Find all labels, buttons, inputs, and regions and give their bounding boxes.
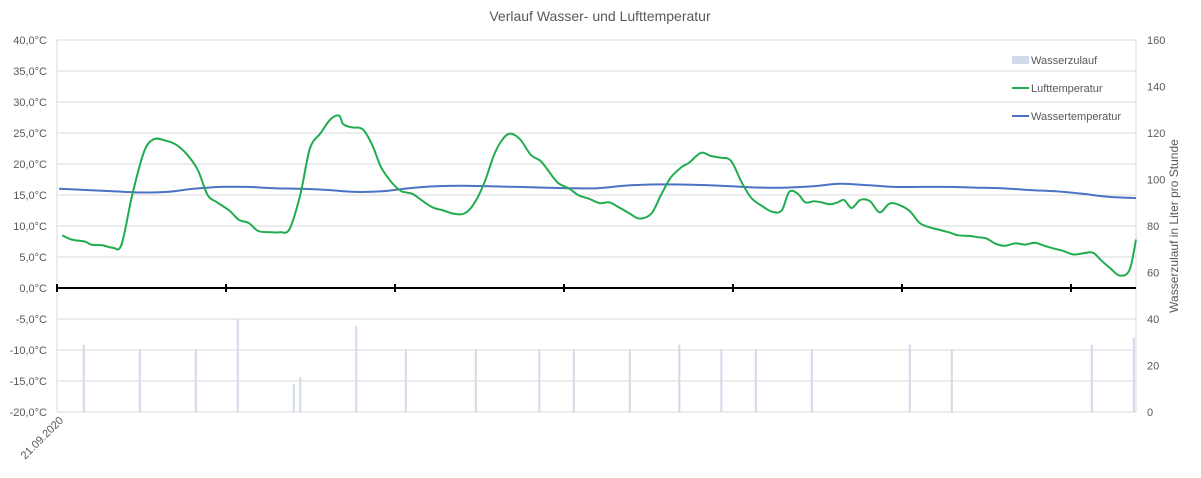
bar bbox=[138, 349, 141, 412]
y2-tick-label: 120 bbox=[1147, 128, 1165, 140]
bar bbox=[236, 319, 239, 412]
bar bbox=[292, 384, 295, 412]
legend-swatch bbox=[1012, 56, 1029, 64]
y-tick-label: -5,0°C bbox=[16, 314, 47, 326]
y2-tick-label: 100 bbox=[1147, 175, 1165, 187]
line-series bbox=[58, 114, 1137, 277]
bar bbox=[950, 349, 953, 412]
bar bbox=[1132, 337, 1135, 412]
bar bbox=[355, 325, 358, 412]
y2-tick-label: 140 bbox=[1147, 82, 1165, 94]
y-tick-label: -10,0°C bbox=[10, 345, 47, 357]
legend: Wasserzulauf Lufttemperatur Wassertemperat… bbox=[1012, 55, 1121, 123]
bar bbox=[908, 344, 911, 412]
y-tick-label: 20,0°C bbox=[13, 159, 47, 171]
y-axis-labels: -20,0°C -15,0°C -10,0°C -5,0°C 0,0°C 5,0°C 10,… bbox=[10, 35, 47, 419]
y-tick-label: 30,0°C bbox=[13, 97, 47, 109]
bar bbox=[474, 349, 477, 412]
y-tick-label: 5,0°C bbox=[19, 252, 47, 264]
bar bbox=[754, 349, 757, 412]
y2-tick-label: 40 bbox=[1147, 314, 1159, 326]
y-tick-label: 10,0°C bbox=[13, 221, 47, 233]
y2-axis-title: Wasserzulauf in Liter pro Stunde bbox=[1167, 139, 1181, 313]
chart-title: Verlauf Wasser- und Lufttemperatur bbox=[489, 8, 711, 24]
y-tick-label: 15,0°C bbox=[13, 190, 47, 202]
bar bbox=[194, 349, 197, 412]
y-tick-label: 35,0°C bbox=[13, 66, 47, 78]
legend-label: Wasserzulauf bbox=[1031, 55, 1098, 67]
line-lufttemperatur bbox=[61, 114, 1137, 277]
y2-tick-label: 160 bbox=[1147, 35, 1165, 47]
line-wassertemperatur bbox=[58, 182, 1137, 200]
bar-series bbox=[82, 319, 1135, 412]
y-tick-label: 25,0°C bbox=[13, 128, 47, 140]
y-tick-label: 40,0°C bbox=[13, 35, 47, 47]
y2-tick-label: 0 bbox=[1147, 407, 1153, 419]
y2-tick-label: 60 bbox=[1147, 268, 1159, 280]
legend-label: Lufttemperatur bbox=[1031, 83, 1103, 95]
y-tick-label: 0,0°C bbox=[19, 283, 47, 295]
y-tick-label: -15,0°C bbox=[10, 376, 47, 388]
bar bbox=[404, 349, 407, 412]
bar bbox=[1090, 344, 1093, 412]
legend-label: Wassertemperatur bbox=[1031, 111, 1121, 123]
y2-tick-label: 80 bbox=[1147, 221, 1159, 233]
y2-tick-label: 20 bbox=[1147, 361, 1159, 373]
bar bbox=[299, 377, 302, 412]
bar bbox=[572, 349, 575, 412]
bar bbox=[628, 349, 631, 412]
y2-axis-labels: 0 20 40 60 80 100 120 140 160 bbox=[1147, 35, 1165, 419]
bar bbox=[538, 349, 541, 412]
y-tick-label: -20,0°C bbox=[10, 407, 47, 419]
x-axis bbox=[56, 284, 1136, 292]
bar bbox=[678, 344, 681, 412]
bar bbox=[720, 349, 723, 412]
bar bbox=[82, 344, 85, 412]
bar bbox=[810, 349, 813, 412]
